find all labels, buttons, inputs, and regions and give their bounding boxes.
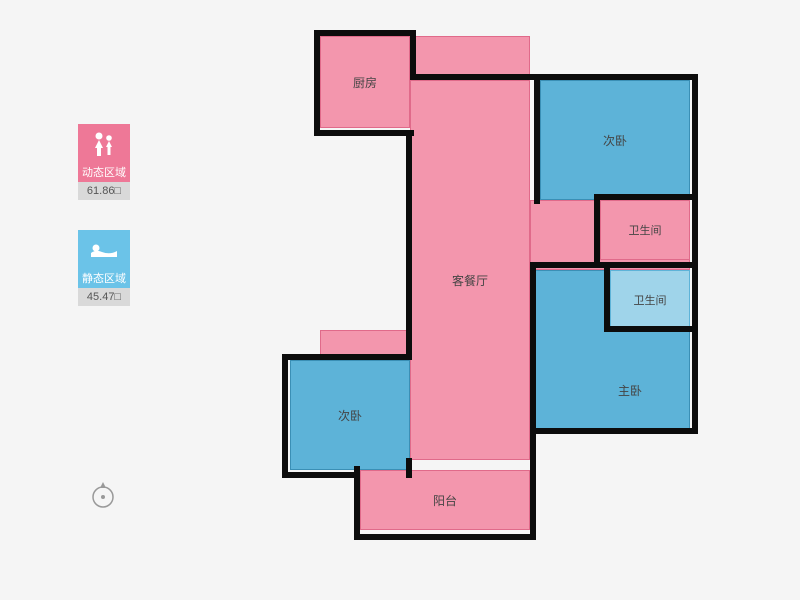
wall-6 bbox=[534, 74, 698, 80]
room-bath1: 卫生间 bbox=[600, 200, 690, 260]
room-label-bed2a: 次卧 bbox=[603, 132, 627, 149]
wall-16 bbox=[406, 130, 412, 356]
wall-12 bbox=[282, 472, 354, 478]
wall-2 bbox=[314, 130, 414, 136]
room-label-kitchen: 厨房 bbox=[353, 74, 377, 91]
wall-9 bbox=[530, 262, 536, 432]
wall-13 bbox=[354, 466, 360, 540]
wall-19 bbox=[594, 194, 600, 264]
wall-1 bbox=[314, 30, 320, 136]
room-label-bath2: 卫生间 bbox=[634, 292, 667, 308]
legend-dynamic-label: 动态区域 bbox=[78, 164, 130, 182]
compass-icon bbox=[88, 480, 118, 515]
room-label-living: 客餐厅 bbox=[452, 272, 488, 289]
wall-11 bbox=[282, 354, 288, 478]
room-kitchen: 厨房 bbox=[320, 36, 410, 128]
wall-21 bbox=[604, 262, 610, 332]
wall-10 bbox=[282, 354, 412, 360]
legend-static: 静态区域 45.47□ bbox=[78, 230, 138, 306]
wall-15 bbox=[530, 428, 536, 540]
wall-14 bbox=[354, 534, 536, 540]
people-icon bbox=[78, 124, 130, 164]
wall-0 bbox=[314, 30, 416, 36]
wall-4 bbox=[410, 74, 540, 80]
legend-static-value: 45.47□ bbox=[78, 288, 130, 306]
legend-dynamic-value: 61.86□ bbox=[78, 182, 130, 200]
room-label-balcony: 阳台 bbox=[433, 492, 457, 509]
room-label-bed2b: 次卧 bbox=[338, 407, 362, 424]
room-bath2: 卫生间 bbox=[610, 270, 690, 330]
floorplan: 厨房客餐厅卫生间次卧卫生间主卧次卧阳台 bbox=[260, 30, 740, 570]
room-bed2a: 次卧 bbox=[540, 80, 690, 200]
legend-static-label: 静态区域 bbox=[78, 270, 130, 288]
room-balcony: 阳台 bbox=[360, 470, 530, 530]
wall-3 bbox=[410, 30, 416, 80]
sleep-icon bbox=[78, 230, 130, 270]
wall-17 bbox=[406, 458, 412, 478]
legend-dynamic: 动态区域 61.86□ bbox=[78, 124, 138, 200]
legend-panel: 动态区域 61.86□ 静态区域 45.47□ bbox=[78, 124, 138, 336]
wall-20 bbox=[530, 262, 698, 268]
wall-7 bbox=[692, 74, 698, 434]
wall-22 bbox=[604, 326, 698, 332]
wall-8 bbox=[530, 428, 698, 434]
room-label-master: 主卧 bbox=[618, 382, 642, 399]
room-living: 客餐厅 bbox=[410, 80, 530, 460]
room-label-bath1: 卫生间 bbox=[629, 222, 662, 238]
room-bed2b: 次卧 bbox=[290, 360, 410, 470]
wall-5 bbox=[534, 74, 540, 204]
wall-18 bbox=[594, 194, 698, 200]
